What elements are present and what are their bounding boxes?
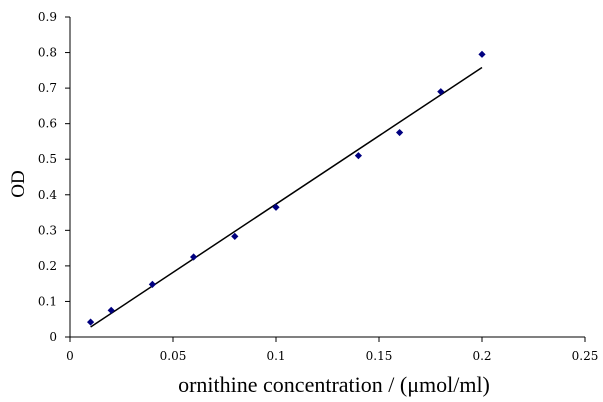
y-axis-title: OD — [8, 170, 29, 197]
x-axis-tick-labels: 0 0.05 0.1 0.15 0.2 0.25 — [66, 349, 598, 363]
data-points — [87, 50, 486, 326]
plot-area: 0 0.1 0.2 0.3 0.4 0.5 0.6 0.7 0.8 0.9 0 0.05 0.1 0.1… — [38, 10, 598, 363]
y-axis-ticks — [65, 16, 70, 338]
y-tick-label: 0 — [49, 330, 57, 344]
data-point-1 — [107, 306, 115, 314]
data-point-2 — [148, 280, 156, 288]
data-point-9 — [478, 50, 486, 58]
x-tick-label: 0.25 — [572, 349, 599, 363]
x-tick-label: 0.1 — [266, 349, 285, 363]
y-tick-label: 0.6 — [38, 117, 57, 131]
data-point-6 — [354, 152, 362, 160]
data-point-8 — [437, 88, 445, 96]
data-point-5 — [272, 203, 280, 211]
y-tick-label: 0.9 — [38, 10, 57, 24]
x-tick-label: 0.15 — [366, 349, 393, 363]
data-point-7 — [396, 128, 404, 137]
x-axis-ticks — [69, 337, 586, 342]
x-tick-label: 0 — [66, 349, 74, 363]
y-tick-label: 0.5 — [38, 152, 57, 166]
data-point-0 — [87, 318, 95, 326]
y-tick-label: 0.8 — [38, 46, 57, 60]
data-point-3 — [190, 253, 198, 261]
y-tick-label: 0.2 — [38, 259, 57, 273]
x-tick-label: 0.2 — [472, 349, 491, 363]
y-axis-tick-labels: 0 0.1 0.2 0.3 0.4 0.5 0.6 0.7 0.8 0.9 — [38, 10, 57, 344]
x-tick-label: 0.05 — [160, 349, 187, 363]
y-tick-label: 0.7 — [38, 81, 57, 95]
data-point-4 — [231, 232, 239, 240]
y-tick-label: 0.1 — [38, 294, 57, 308]
y-tick-label: 0.4 — [38, 188, 57, 202]
y-tick-label: 0.3 — [38, 223, 57, 237]
x-axis-title: ornithine concentration / (μmol/ml) — [178, 372, 490, 397]
trendline — [90, 66, 483, 328]
